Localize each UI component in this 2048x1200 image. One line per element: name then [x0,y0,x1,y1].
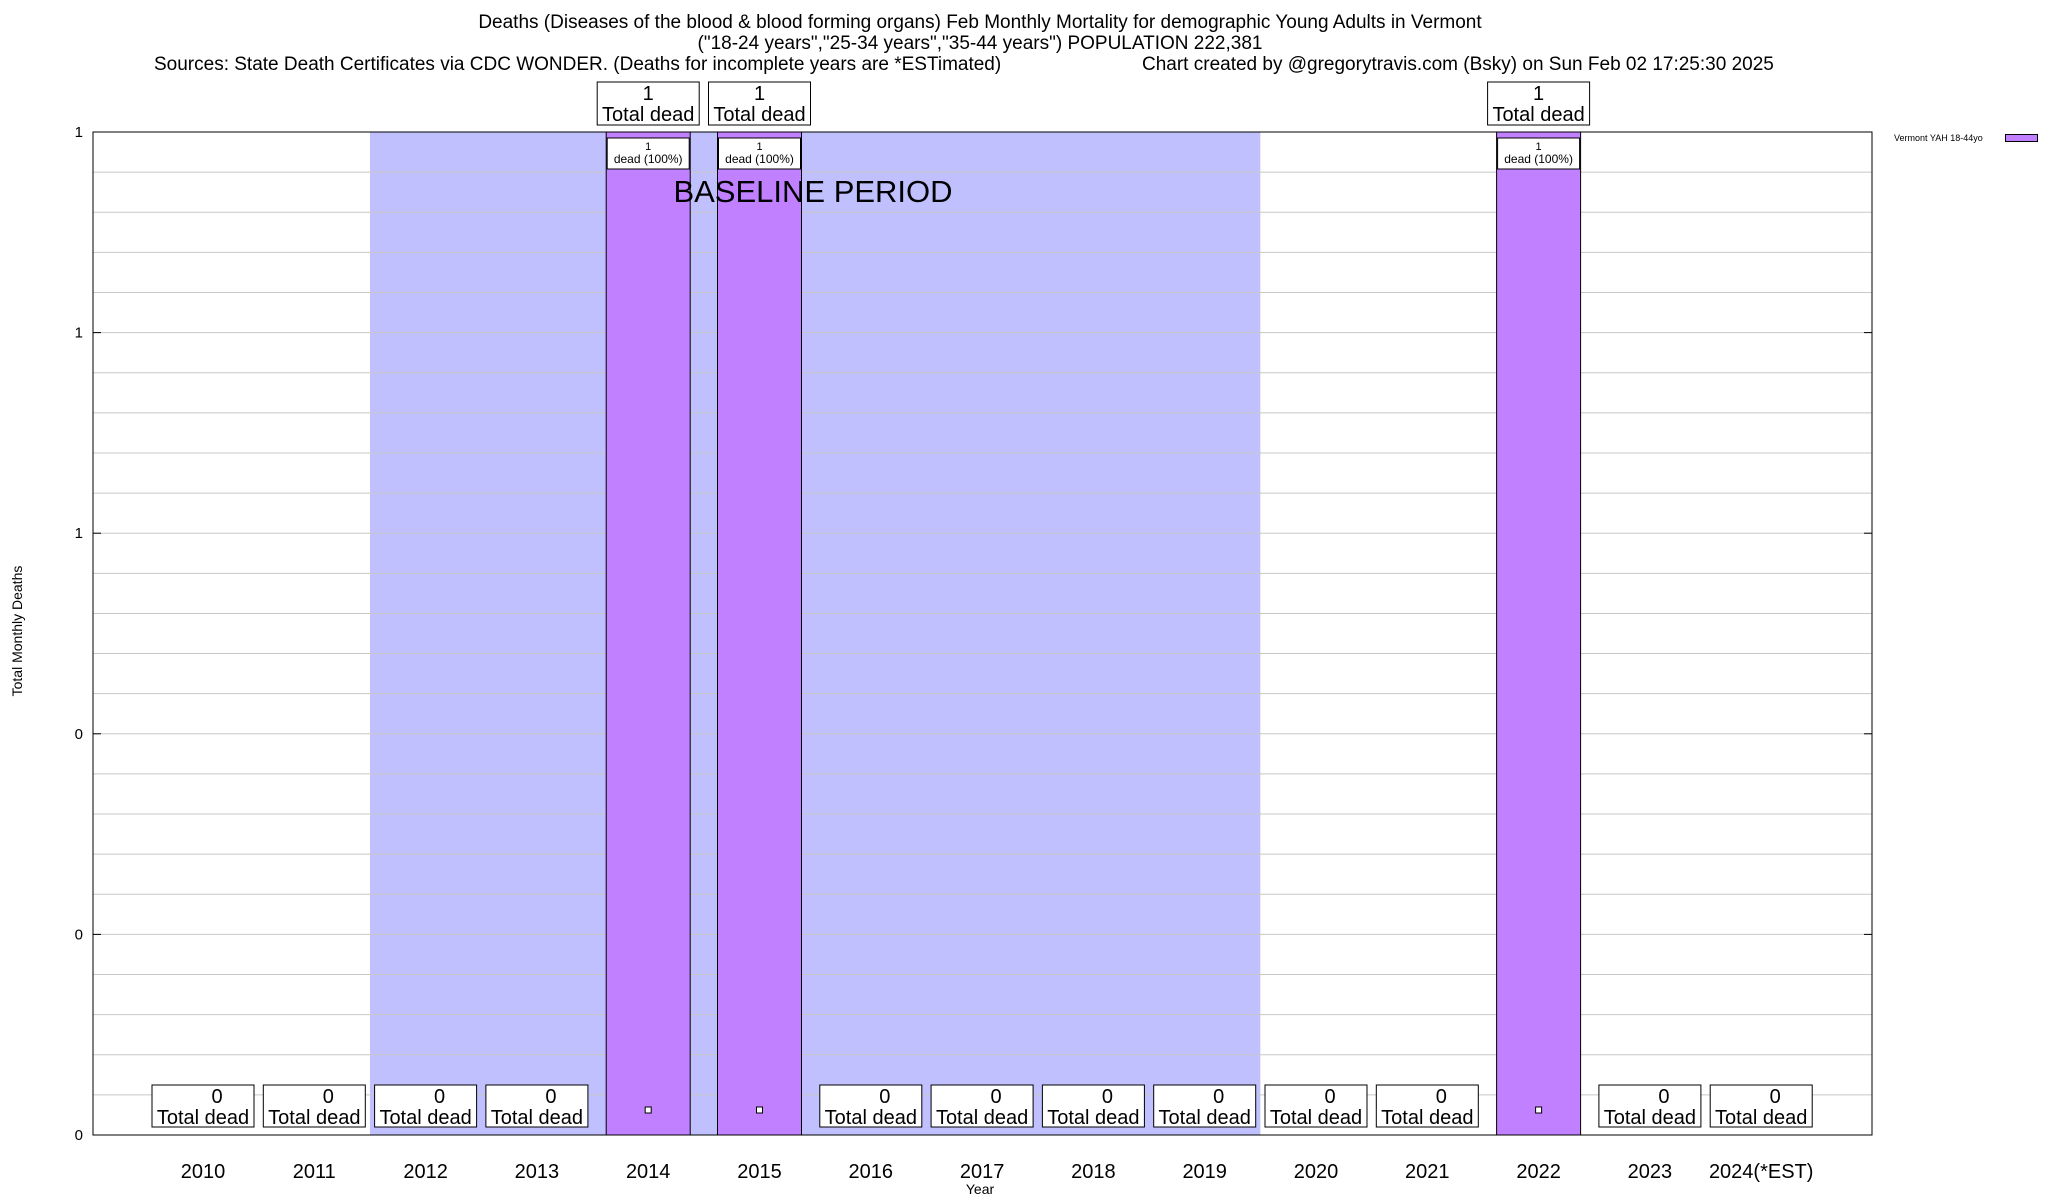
total-label-text: Total dead [1604,1107,1696,1129]
x-axis-label: Year [965,1181,995,1197]
bar [605,131,691,1136]
total-label-value: 0 [1770,1086,1781,1108]
total-label-text: Total dead [268,1107,360,1129]
x-tick-label: 2019 [1182,1161,1227,1183]
x-tick-marker [1535,1106,1543,1114]
bar [717,131,802,1136]
total-label-text: Total dead [936,1107,1028,1129]
bar [1496,131,1582,1136]
total-label-value: 0 [1102,1086,1113,1108]
chart-credit: Chart created by @gregorytravis.com (Bsk… [1142,54,1774,75]
total-label-text: Total dead [379,1107,471,1129]
total-label-text: Total dead [602,104,694,126]
x-tick-marker [756,1106,763,1114]
inner-label-text: dead (100%) [614,152,683,166]
total-label-box [262,1084,366,1128]
inner-label-value: 1 [645,141,651,153]
x-tick-label: 2013 [515,1161,560,1183]
x-tick-label: 2022 [1516,1161,1561,1183]
x-tick-label: 2011 [293,1161,336,1183]
x-tick-label: 2021 [1405,1161,1450,1183]
inner-label-box [606,137,690,170]
inner-label-value: 1 [756,141,762,153]
total-label-value: 0 [1324,1086,1335,1108]
total-label-text: Total dead [825,1107,917,1129]
total-label-text: Total dead [1715,1107,1807,1129]
inner-label-box [718,137,801,170]
total-label-value: 1 [643,83,654,105]
total-label-text: Total dead [1047,1107,1139,1129]
title-line-2: ("18-24 years","25-34 years","35-44 year… [697,33,1263,54]
total-label-box [930,1084,1034,1128]
total-label-value: 0 [1436,1086,1447,1108]
total-label-value: 0 [323,1086,334,1108]
x-tick-marker [644,1106,652,1114]
x-tick-label: 2018 [1071,1161,1116,1183]
total-label-box [708,81,811,126]
total-label-box [1375,1084,1479,1128]
y-tick-label: 1 [75,124,83,141]
total-label-text: Total dead [1270,1107,1362,1129]
total-label-value: 0 [434,1086,445,1108]
total-label-value: 0 [879,1086,890,1108]
y-tick-label: 1 [75,525,83,542]
x-tick-label: 2014 [626,1161,671,1183]
total-label-box [1264,1084,1368,1128]
inner-label-box [1497,137,1581,170]
legend-label: Vermont YAH 18-44yo [1894,133,1983,143]
total-label-value: 1 [754,83,765,105]
y-tick-label: 0 [75,1127,83,1144]
total-label-value: 0 [991,1086,1002,1108]
source-note: Sources: State Death Certificates via CD… [154,54,1002,75]
x-tick-label: 2020 [1294,1161,1339,1183]
inner-label-text: dead (100%) [725,152,794,166]
x-tick-label: 2015 [737,1161,782,1183]
total-label-box [151,1084,255,1128]
total-label-value: 0 [1213,1086,1224,1108]
total-label-box [1041,1084,1145,1128]
total-label-text: Total dead [491,1107,583,1129]
x-tick-label: 2017 [960,1161,1005,1183]
x-tick-label: 2010 [181,1161,226,1183]
legend-swatch [2005,134,2038,142]
total-label-value: 0 [211,1086,222,1108]
total-label-value: 0 [545,1086,556,1108]
total-label-text: Total dead [713,104,805,126]
total-label-value: 0 [1658,1086,1669,1108]
chart-title: Deaths (Diseases of the blood & blood fo… [0,12,1960,54]
total-label-text: Total dead [1492,104,1584,126]
total-label-box [485,1084,589,1128]
total-label-box [1709,1084,1813,1128]
total-label-box [819,1084,923,1128]
x-tick-label: 2016 [849,1161,894,1183]
y-tick-label: 0 [75,926,83,943]
total-label-box [596,81,700,126]
baseline-band [369,132,1261,1135]
total-label-box [1153,1084,1257,1128]
baseline-period-label: BASELINE PERIOD [673,174,952,209]
total-label-text: Total dead [157,1107,249,1129]
x-tick-label: 2012 [403,1161,448,1183]
y-tick-label: 1 [75,325,83,342]
plot-frame [92,131,1873,1136]
total-label-box [1487,81,1591,126]
total-label-box [374,1084,478,1128]
inner-label-text: dead (100%) [1504,152,1573,166]
total-label-text: Total dead [1159,1107,1251,1129]
y-axis-label: Total Monthly Deaths [9,565,25,697]
total-label-text: Total dead [1381,1107,1473,1129]
x-tick-label: 2023 [1628,1161,1673,1183]
total-label-value: 1 [1533,83,1544,105]
total-label-box [1598,1084,1702,1128]
x-tick-label: 2024(*EST) [1709,1161,1814,1183]
inner-label-value: 1 [1536,141,1542,153]
y-tick-label: 0 [75,726,83,743]
title-line-1: Deaths (Diseases of the blood & blood fo… [478,12,1482,33]
